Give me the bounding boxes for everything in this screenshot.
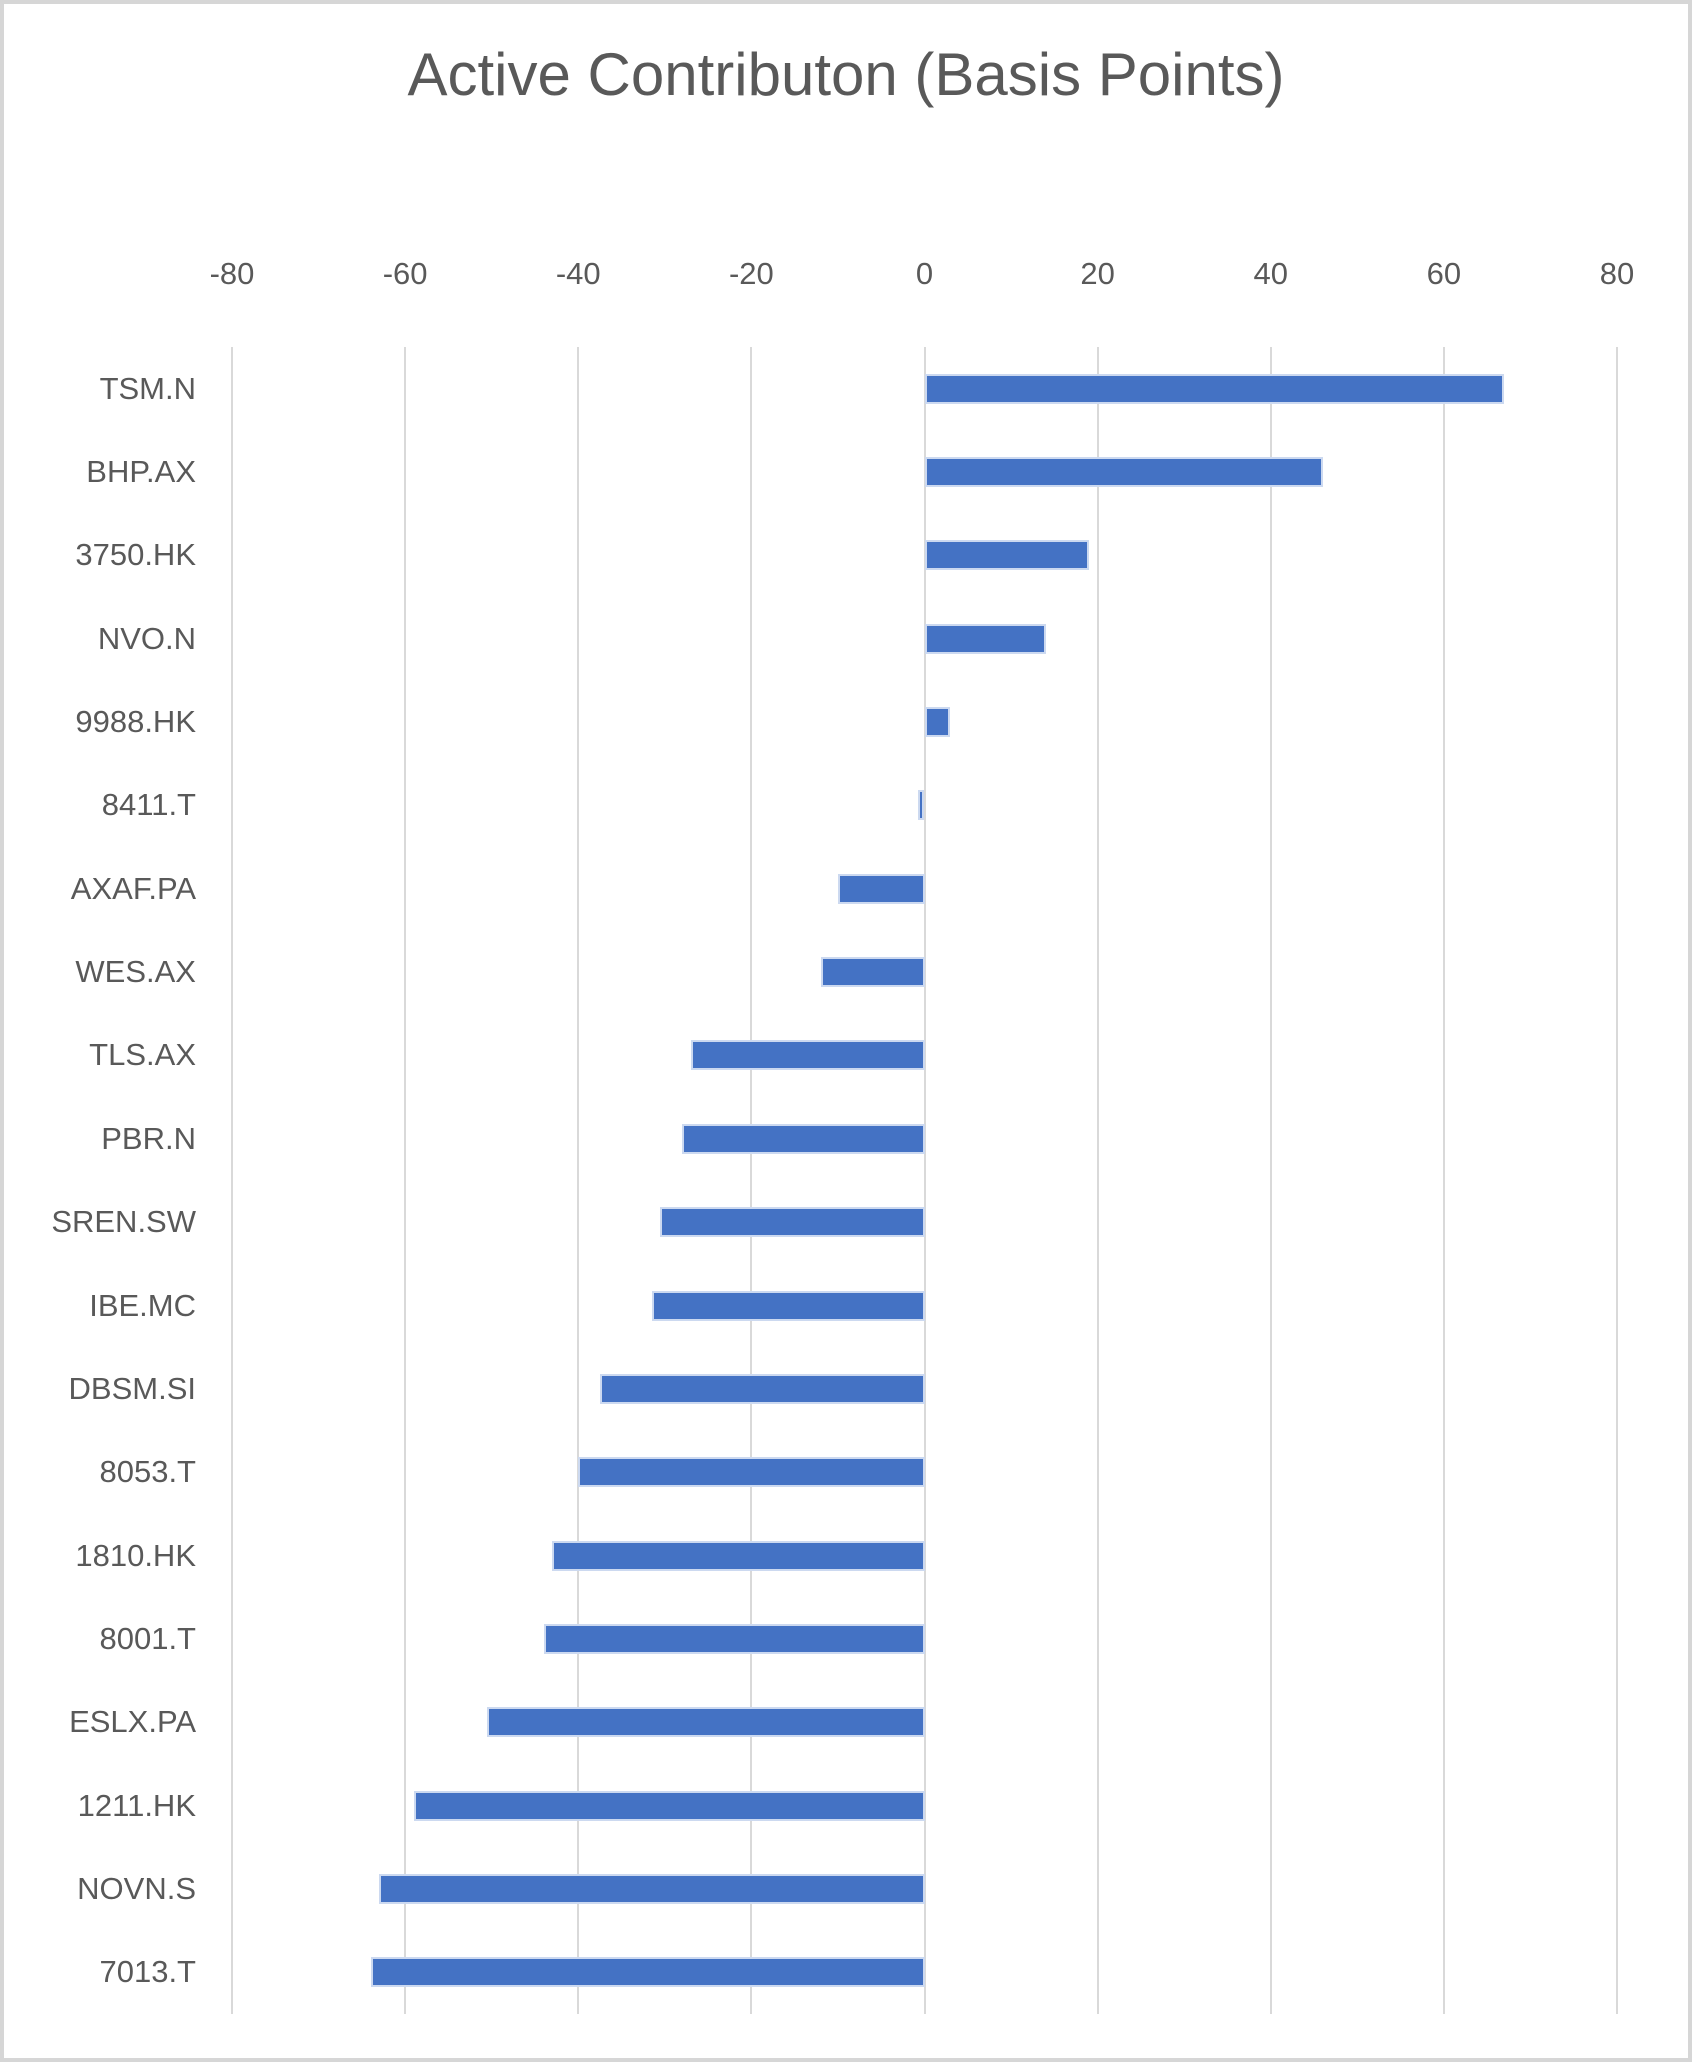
bar-ESLX.PA [487,1707,925,1738]
bar-row [232,430,1617,513]
bar-DBSM.SI [599,1373,925,1404]
category-label: TLS.AX [89,1037,196,1073]
bar-row [232,1097,1617,1180]
category-label: NVO.N [97,620,196,656]
plot-area [231,347,1618,2014]
bar-TSM.N [924,373,1505,404]
category-label: WES.AX [75,954,196,990]
x-tick-label: -60 [382,256,428,291]
gridline [1442,347,1445,2014]
category-label: IBE.MC [89,1287,196,1323]
gridline [1269,347,1272,2014]
category-label: 1810.HK [75,1537,196,1573]
category-label: 1211.HK [77,1787,196,1823]
bar-row [232,680,1617,763]
bar-WES.AX [820,957,925,988]
bar-row [232,1347,1617,1430]
bar-row [232,764,1617,847]
category-label: 3750.HK [75,537,196,573]
x-tick-label: 60 [1426,256,1462,291]
bar-PBR.N [682,1123,925,1154]
bar-row [232,1847,1617,1930]
bar-row [232,1181,1617,1264]
bar-7013.T [370,1957,925,1988]
category-label: NOVN.S [77,1870,196,1906]
gridline [577,347,580,2014]
gridline [231,347,233,2014]
bar-row [232,347,1617,430]
bar-BHP.AX [924,457,1323,488]
category-label: DBSM.SI [68,1370,196,1406]
x-tick-label: -40 [555,256,601,291]
bar-IBE.MC [651,1290,925,1321]
category-label: 9988.HK [75,704,196,740]
category-label: BHP.AX [86,454,196,490]
category-label: ESLX.PA [69,1704,196,1740]
bar-row [232,847,1617,930]
gridline [1096,347,1099,2014]
category-label: 8411.T [101,787,196,823]
bar-NOVN.S [379,1873,925,1904]
bar-row [232,1264,1617,1347]
category-label: SREN.SW [51,1204,196,1240]
bar-row [232,1014,1617,1097]
bar-9988.HK [924,707,951,738]
bar-row [232,1764,1617,1847]
x-tick-label: 80 [1599,256,1635,291]
y-axis-category-labels: TSM.N BHP.AX 3750.HK NVO.N 9988.HK 8411.T AXAF… [4,347,210,2014]
bar-8001.T [543,1623,925,1654]
bar-1810.HK [552,1540,925,1571]
bar-8411.T [918,790,925,821]
gridline [923,347,926,2014]
bar-NVO.N [924,623,1046,654]
bar-8053.T [578,1457,925,1488]
bar-row [232,1597,1617,1680]
bar-row [232,1931,1617,2014]
x-tick-label: -20 [728,256,774,291]
x-tick-label: 0 [915,256,934,291]
bar-row [232,597,1617,680]
category-label: PBR.N [101,1120,196,1156]
bar-row [232,930,1617,1013]
gridline [750,347,753,2014]
category-label: 8001.T [99,1620,196,1656]
category-label: AXAF.PA [70,870,196,906]
bar-row [232,1681,1617,1764]
x-axis-tick-labels: -80 -60 -40 -20 0 20 40 60 80 [210,256,1635,306]
gridline [1616,347,1618,2014]
bar-SREN.SW [660,1207,925,1238]
category-label: 8053.T [99,1454,196,1490]
chart-title: Active Contributon (Basis Points) [407,41,1285,108]
bar-1211.HK [413,1790,925,1821]
category-label: 7013.T [99,1954,196,1990]
bar-3750.HK [924,540,1089,571]
x-tick-label: -80 [209,256,255,291]
x-tick-label: 40 [1253,256,1288,291]
bar-row [232,1514,1617,1597]
bar-row [232,1431,1617,1514]
gridline [404,347,407,2014]
category-label: TSM.N [99,370,196,406]
x-tick-label: 20 [1080,256,1115,291]
bar-AXAF.PA [837,873,925,904]
bar-row [232,514,1617,597]
bar-TLS.AX [690,1040,925,1071]
